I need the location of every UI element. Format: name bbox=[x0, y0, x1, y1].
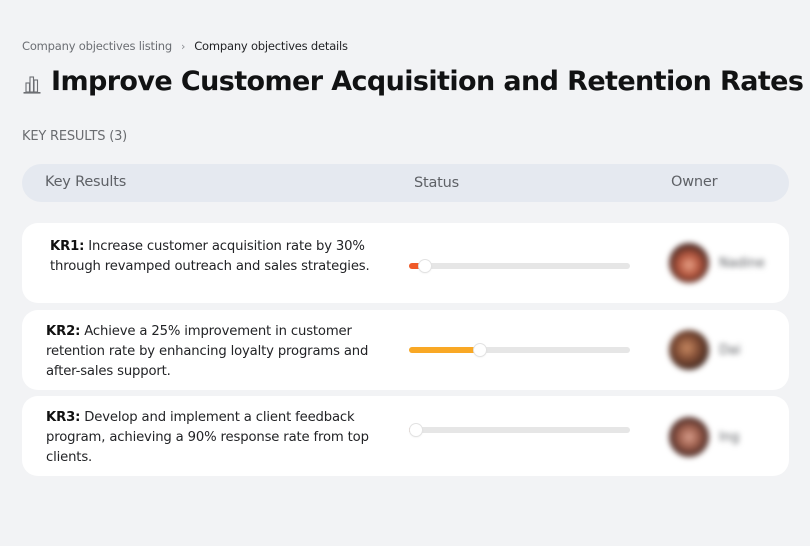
avatar bbox=[669, 417, 709, 457]
progress-fill bbox=[409, 347, 480, 353]
progress-thumb[interactable] bbox=[419, 260, 431, 272]
key-result-text: Develop and implement a client feedback … bbox=[46, 410, 369, 465]
table-header: Key Results Status Owner bbox=[22, 164, 789, 202]
breadcrumb: Company objectives listing › Company obj… bbox=[22, 39, 348, 53]
key-result-text: Increase customer acquisition rate by 30… bbox=[50, 239, 370, 274]
progress-slider[interactable] bbox=[409, 344, 630, 356]
key-result-id: KR1: bbox=[50, 239, 85, 254]
key-result-id: KR2: bbox=[46, 324, 81, 339]
breadcrumb-current-page: Company objectives details bbox=[194, 39, 348, 53]
key-result-id: KR3: bbox=[46, 410, 81, 425]
key-result-text: Achieve a 25% improvement in customer re… bbox=[46, 324, 369, 379]
key-result-row[interactable]: KR1: Increase customer acquisition rate … bbox=[22, 223, 789, 303]
key-result-row[interactable]: KR2: Achieve a 25% improvement in custom… bbox=[22, 310, 789, 390]
key-result-row[interactable]: KR3: Develop and implement a client feed… bbox=[22, 396, 789, 476]
breadcrumb-link-objectives-listing[interactable]: Company objectives listing bbox=[22, 39, 172, 53]
key-result-description: KR2: Achieve a 25% improvement in custom… bbox=[46, 322, 376, 382]
chevron-right-icon: › bbox=[181, 39, 186, 53]
progress-thumb[interactable] bbox=[474, 344, 486, 356]
owner[interactable]: Ing bbox=[669, 417, 739, 457]
owner-name: Ing bbox=[719, 429, 740, 445]
progress-fill bbox=[409, 263, 425, 269]
building-chart-icon bbox=[23, 75, 41, 94]
owner[interactable]: Nadine bbox=[669, 243, 765, 283]
key-results-count-label: KEY RESULTS (3) bbox=[22, 129, 128, 144]
owner-name: Dai bbox=[719, 342, 741, 358]
avatar bbox=[669, 243, 709, 283]
owner-name: Nadine bbox=[719, 255, 765, 271]
page-title: Improve Customer Acquisition and Retenti… bbox=[51, 66, 804, 97]
key-result-description: KR1: Increase customer acquisition rate … bbox=[50, 237, 380, 277]
progress-slider[interactable] bbox=[409, 260, 630, 272]
column-header-owner: Owner bbox=[671, 174, 718, 190]
title-row: Improve Customer Acquisition and Retenti… bbox=[22, 66, 804, 97]
owner[interactable]: Dai bbox=[669, 330, 741, 370]
avatar bbox=[669, 330, 709, 370]
progress-slider[interactable] bbox=[409, 424, 630, 436]
column-header-key-results: Key Results bbox=[45, 174, 127, 190]
progress-thumb[interactable] bbox=[410, 424, 422, 436]
key-result-description: KR3: Develop and implement a client feed… bbox=[46, 408, 376, 468]
column-header-status: Status bbox=[414, 175, 460, 191]
